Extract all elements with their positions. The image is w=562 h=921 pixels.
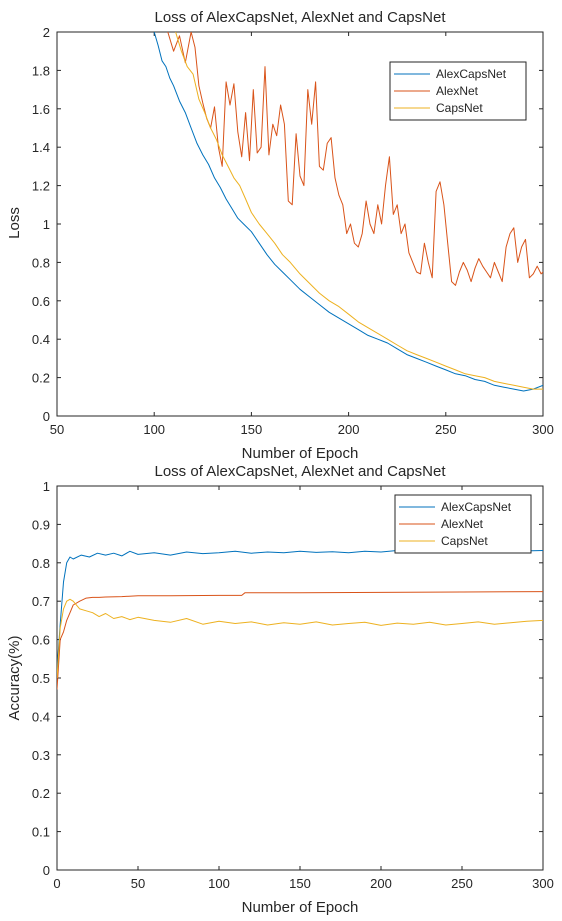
x-axis-label: Number of Epoch — [242, 445, 359, 462]
x-tick-label: 50 — [131, 876, 145, 891]
y-tick-label: 0.6 — [32, 633, 50, 648]
y-tick-label: 1 — [43, 217, 50, 232]
legend: AlexCapsNet AlexNet CapsNet — [389, 61, 527, 121]
loss-chart: Loss of AlexCapsNet, AlexNet and CapsNet… — [6, 9, 554, 462]
y-tick-label: 0.4 — [32, 709, 50, 724]
legend-entry: AlexNet — [441, 517, 484, 531]
y-tick-label: 0.2 — [32, 786, 50, 801]
y-tick-label: 1 — [43, 479, 50, 494]
y-tick-label: 0.9 — [32, 517, 50, 532]
x-tick-label: 100 — [208, 876, 230, 891]
x-tick-label: 250 — [451, 876, 473, 891]
y-tick-label: 1.8 — [32, 63, 50, 78]
y-tick-label: 1.2 — [32, 179, 50, 194]
series-line-alexcapsnet — [153, 32, 543, 392]
legend-entry: AlexCapsNet — [436, 67, 507, 81]
y-tick-label: 0.8 — [32, 255, 50, 270]
y-tick-label: 0.3 — [32, 748, 50, 763]
legend-entry: AlexNet — [436, 84, 479, 98]
legend-entry: CapsNet — [441, 534, 488, 548]
series-line-capsnet — [57, 598, 543, 679]
y-tick-label: 0 — [43, 409, 50, 424]
series-line-capsnet — [175, 32, 543, 390]
x-tick-label: 150 — [241, 422, 263, 437]
y-tick-label: 1.6 — [32, 102, 50, 117]
y-tick-label: 0.4 — [32, 332, 50, 347]
y-axis-label: Loss — [6, 207, 23, 239]
x-tick-label: 300 — [532, 422, 554, 437]
x-tick-label: 0 — [53, 876, 60, 891]
y-tick-label: 0 — [43, 863, 50, 878]
series-line-alexnet — [57, 591, 543, 690]
x-tick-label: 200 — [370, 876, 392, 891]
y-tick-label: 0.7 — [32, 594, 50, 609]
y-tick-label: 0.5 — [32, 671, 50, 686]
chart-title: Loss of AlexCapsNet, AlexNet and CapsNet — [155, 463, 447, 480]
x-tick-label: 250 — [435, 422, 457, 437]
x-tick-label: 50 — [50, 422, 64, 437]
y-tick-label: 0.2 — [32, 371, 50, 386]
y-tick-label: 0.6 — [32, 294, 50, 309]
y-tick-label: 2 — [43, 25, 50, 40]
x-tick-label: 300 — [532, 876, 554, 891]
series-line-alexnet — [167, 32, 543, 286]
x-axis-label: Number of Epoch — [242, 899, 359, 916]
x-tick-label: 100 — [143, 422, 165, 437]
y-tick-label: 0.8 — [32, 556, 50, 571]
y-tick-label: 0.1 — [32, 825, 50, 840]
accuracy-chart: Loss of AlexCapsNet, AlexNet and CapsNet… — [6, 463, 554, 916]
legend-entry: CapsNet — [436, 101, 483, 115]
x-tick-label: 200 — [338, 422, 360, 437]
legend-entry: AlexCapsNet — [441, 500, 512, 514]
legend: AlexCapsNet AlexNet CapsNet — [394, 494, 532, 554]
y-axis-label: Accuracy(%) — [6, 635, 23, 720]
chart-title: Loss of AlexCapsNet, AlexNet and CapsNet — [155, 9, 447, 26]
x-tick-label: 150 — [289, 876, 311, 891]
y-tick-label: 1.4 — [32, 140, 50, 155]
